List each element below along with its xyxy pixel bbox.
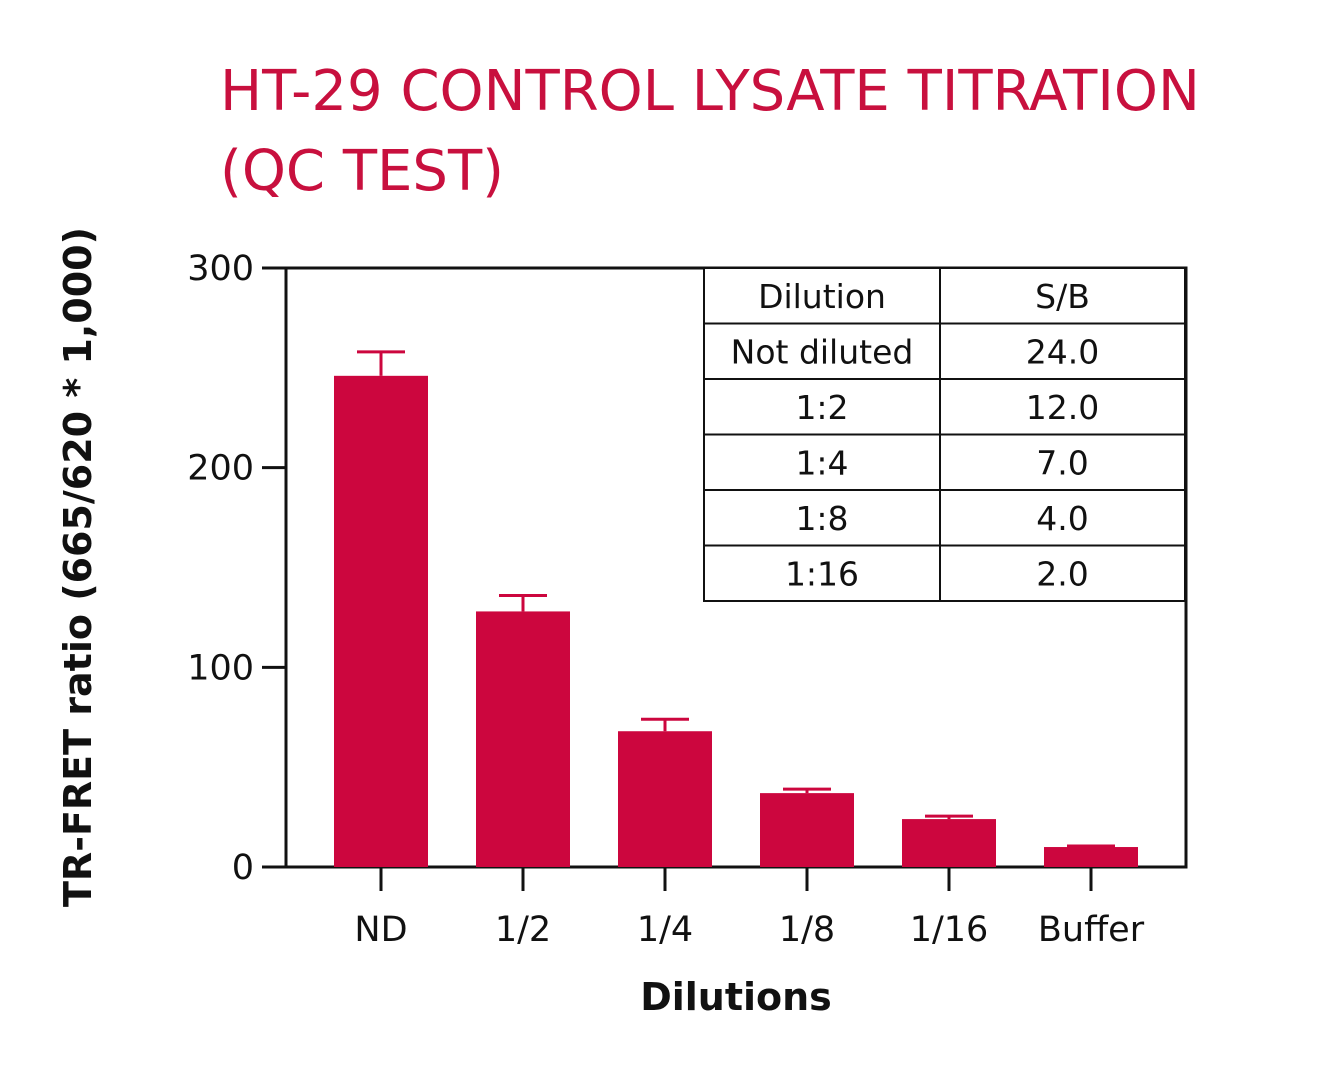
table-cell-dilution: 1:2 xyxy=(795,388,848,427)
x-tick-label: 1/16 xyxy=(910,910,989,950)
x-tick-label: 1/8 xyxy=(779,910,835,950)
bar xyxy=(476,611,570,867)
y-axis-title: TR-FRET ratio (665/620 * 1,000) xyxy=(56,227,100,907)
x-axis-title: Dilutions xyxy=(640,975,832,1019)
chart-title: HT-29 CONTROL LYSATE TITRATION (QC TEST) xyxy=(220,52,1320,212)
bar xyxy=(902,819,996,867)
table-cell-sb: 24.0 xyxy=(1026,332,1099,371)
table-cell-sb: 2.0 xyxy=(1036,554,1088,593)
inset-table: Dilution S/B Not diluted 24.0 1:2 12.0 1:4 7.0 1… xyxy=(703,267,1186,602)
table-cell-sb: 12.0 xyxy=(1026,388,1099,427)
y-tick-label: 200 xyxy=(187,449,254,489)
x-tick-label: ND xyxy=(354,910,407,950)
x-axis: ND 1/2 1/4 1/8 1/16 Buffer xyxy=(354,867,1145,950)
y-tick-label: 100 xyxy=(187,648,254,688)
bar xyxy=(618,731,712,867)
x-tick-label: 1/4 xyxy=(637,910,693,950)
table-cell-dilution: 1:8 xyxy=(795,499,848,538)
y-axis: 0 100 200 300 xyxy=(187,249,286,888)
y-tick-label: 300 xyxy=(187,249,254,289)
table-cell-sb: 4.0 xyxy=(1036,499,1088,538)
x-tick-label: 1/2 xyxy=(495,910,551,950)
bar xyxy=(1044,847,1138,867)
bar xyxy=(334,375,428,867)
y-tick-label: 0 xyxy=(232,848,254,888)
table-header-dilution: Dilution xyxy=(758,277,886,316)
table-cell-dilution: 1:4 xyxy=(795,443,848,482)
table-cell-sb: 7.0 xyxy=(1036,443,1088,482)
chart-title-line-2: (QC TEST) xyxy=(220,139,505,204)
table-cell-dilution: 1:16 xyxy=(785,554,859,593)
bar xyxy=(760,793,854,867)
bars xyxy=(334,350,1138,867)
x-tick-label: Buffer xyxy=(1038,910,1145,950)
chart-title-line-1: HT-29 CONTROL LYSATE TITRATION xyxy=(220,59,1200,124)
table-header-sb: S/B xyxy=(1035,277,1090,316)
table-cell-dilution: Not diluted xyxy=(731,332,914,371)
